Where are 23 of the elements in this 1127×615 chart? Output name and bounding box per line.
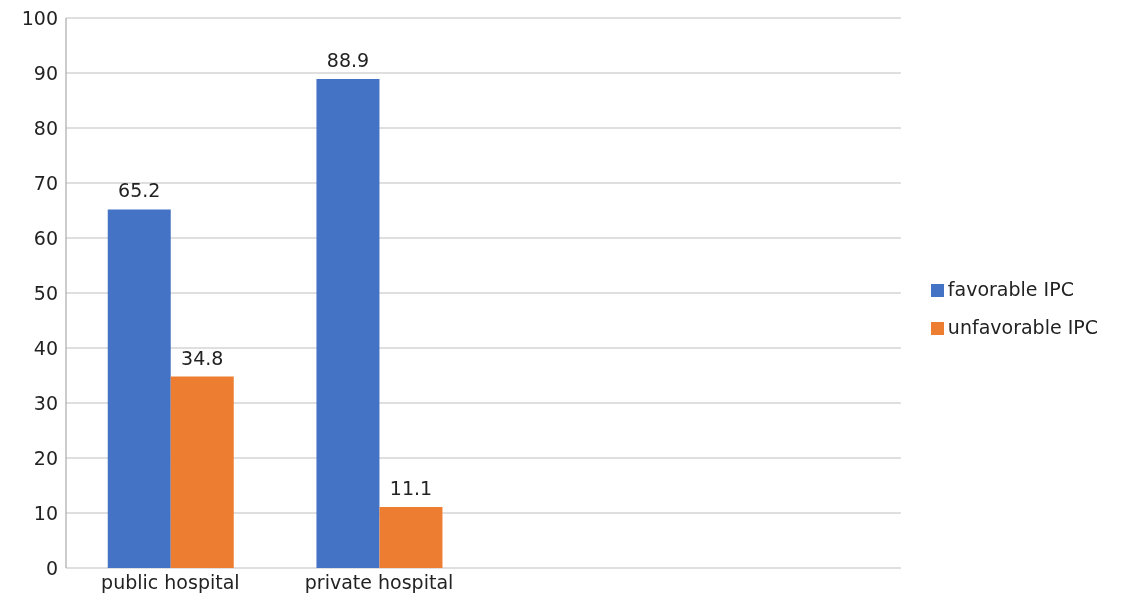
bar: [379, 506, 443, 568]
data-label: 34.8: [181, 346, 224, 369]
y-tick-label: 50: [33, 281, 58, 304]
y-tick-label: 20: [33, 446, 58, 469]
bar: [316, 79, 380, 568]
y-tick-label: 40: [33, 336, 58, 359]
bar: [107, 209, 171, 568]
y-tick-label: 10: [33, 501, 58, 524]
data-label: 88.9: [326, 49, 370, 72]
y-tick-label: 90: [33, 61, 58, 84]
y-tick-label: 30: [33, 391, 58, 414]
bar: [170, 376, 234, 568]
data-label: 11.1: [389, 476, 433, 499]
y-tick-label: 0: [45, 556, 58, 579]
y-tick-label: 100: [21, 6, 58, 29]
y-tick-label: 80: [33, 116, 58, 139]
legend-label: unfavorable IPC: [947, 316, 1098, 338]
x-tick-label: private hospital: [304, 571, 454, 594]
y-tick-label: 60: [33, 226, 58, 249]
legend-label: favorable IPC: [947, 278, 1074, 300]
y-tick-label: 70: [33, 171, 58, 194]
data-label: 65.2: [118, 179, 161, 202]
x-tick-label: public hospital: [101, 571, 240, 594]
